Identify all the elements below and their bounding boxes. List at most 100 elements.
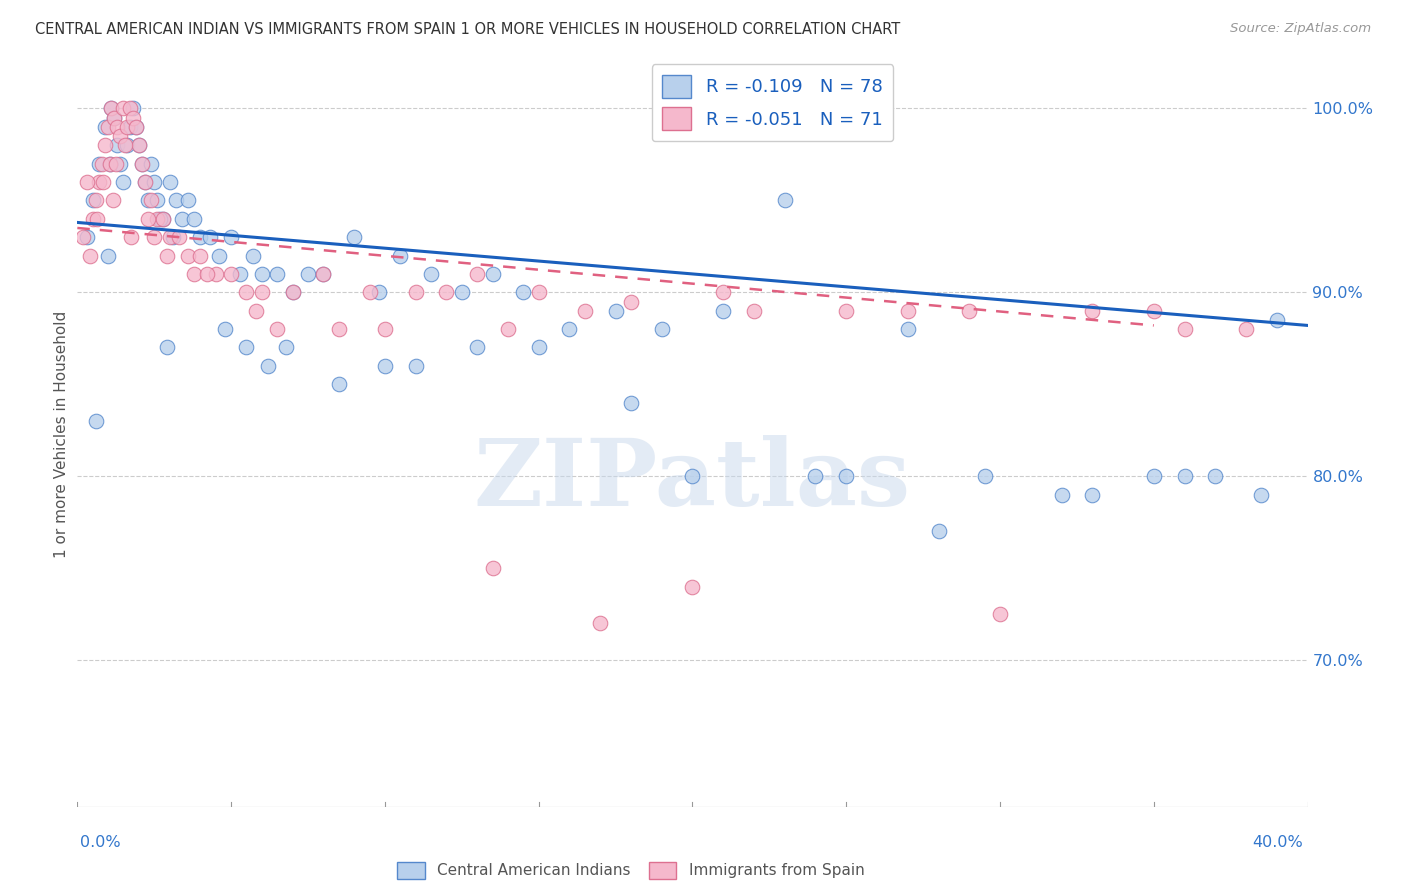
Point (835, 469, 858, 483)
Point (170, 211, 193, 226)
Point (143, 230, 166, 244)
Point (98, 156, 121, 170)
Point (250, 285, 273, 300)
Point (481, 267, 503, 281)
Point (420, 267, 443, 281)
Point (110, 156, 132, 170)
Point (558, 322, 581, 336)
Point (266, 267, 288, 281)
Point (957, 303, 980, 318)
Point (343, 230, 366, 244)
Point (120, 230, 142, 244)
Point (682, 469, 704, 483)
Point (100, 102, 122, 116)
Point (297, 267, 319, 281)
Point (512, 285, 534, 300)
Point (312, 267, 335, 281)
Point (105, 138, 128, 153)
Point (128, 138, 150, 153)
Point (143, 175, 166, 189)
Text: ZIPatlas: ZIPatlas (474, 434, 911, 524)
Point (1174, 469, 1197, 483)
Point (86, 211, 108, 226)
Point (204, 267, 226, 281)
Point (436, 285, 458, 300)
Point (146, 194, 169, 208)
Point (682, 580, 704, 594)
Point (131, 156, 153, 170)
Point (328, 377, 350, 392)
Point (79, 248, 101, 262)
Point (245, 303, 267, 318)
Point (1081, 303, 1104, 318)
Point (208, 248, 231, 262)
Point (112, 175, 135, 189)
Point (105, 120, 128, 134)
Point (134, 175, 156, 189)
Point (620, 294, 643, 309)
Point (159, 175, 181, 189)
Point (190, 248, 212, 262)
Point (481, 561, 503, 575)
Point (374, 359, 396, 373)
Point (312, 267, 335, 281)
Point (76, 175, 98, 189)
Point (257, 359, 280, 373)
Point (605, 303, 627, 318)
Point (136, 194, 159, 208)
Point (1174, 322, 1197, 336)
Point (110, 128, 132, 143)
Text: Source: ZipAtlas.com: Source: ZipAtlas.com (1230, 22, 1371, 36)
Point (742, 303, 765, 318)
Point (190, 230, 212, 244)
Point (897, 303, 920, 318)
Y-axis label: 1 or more Vehicles in Household: 1 or more Vehicles in Household (53, 311, 69, 558)
Point (620, 395, 643, 409)
Point (897, 322, 920, 336)
Point (250, 267, 273, 281)
Point (214, 322, 236, 336)
Point (128, 138, 150, 153)
Point (465, 341, 488, 355)
Point (711, 285, 734, 300)
Point (136, 211, 159, 226)
Point (328, 322, 350, 336)
Point (125, 120, 148, 134)
Point (1143, 303, 1166, 318)
Point (165, 194, 187, 208)
Point (121, 102, 143, 116)
Point (112, 102, 135, 116)
Legend: Central American Indians, Immigrants from Spain: Central American Indians, Immigrants fro… (391, 855, 870, 885)
Point (141, 156, 163, 170)
Point (405, 359, 427, 373)
Point (141, 194, 163, 208)
Point (114, 138, 136, 153)
Point (229, 267, 252, 281)
Point (72, 230, 94, 244)
Point (235, 341, 257, 355)
Point (87, 175, 110, 189)
Point (1234, 322, 1257, 336)
Point (177, 248, 200, 262)
Text: CENTRAL AMERICAN INDIAN VS IMMIGRANTS FROM SPAIN 1 OR MORE VEHICLES IN HOUSEHOLD: CENTRAL AMERICAN INDIAN VS IMMIGRANTS FR… (35, 22, 900, 37)
Point (90, 156, 114, 170)
Point (276, 341, 298, 355)
Point (281, 285, 304, 300)
Point (835, 303, 858, 318)
Point (389, 248, 412, 262)
Point (115, 138, 138, 153)
Point (100, 102, 122, 116)
Point (101, 194, 124, 208)
Point (928, 524, 950, 539)
Point (134, 175, 156, 189)
Point (198, 230, 221, 244)
Point (94, 138, 117, 153)
Point (131, 156, 153, 170)
Point (155, 248, 177, 262)
Point (84, 194, 107, 208)
Point (97, 120, 120, 134)
Point (1250, 488, 1272, 502)
Point (195, 267, 218, 281)
Point (1204, 469, 1226, 483)
Point (367, 285, 389, 300)
